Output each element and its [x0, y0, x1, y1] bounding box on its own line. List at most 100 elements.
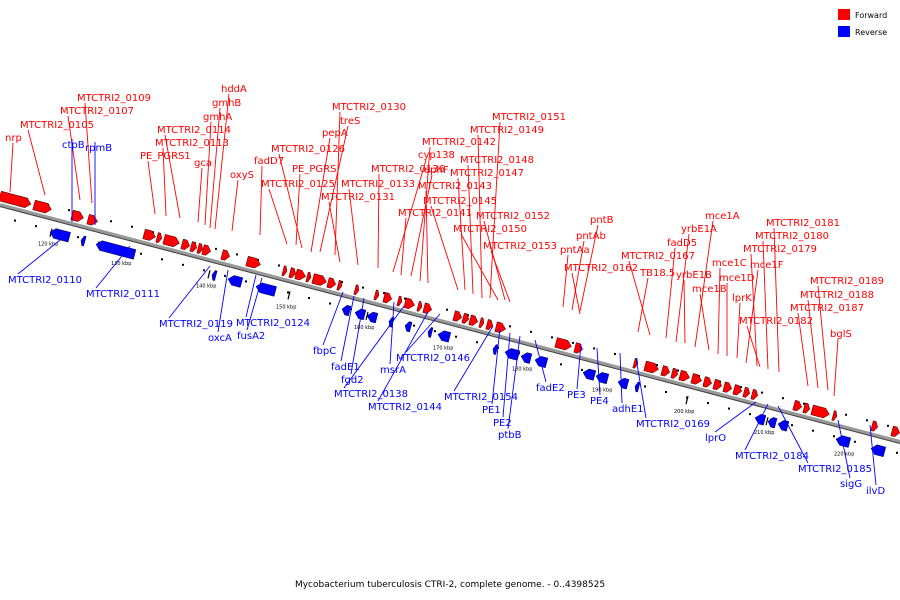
reverse-leader-line [491, 327, 501, 405]
reverse-gene-label: MTCTRI2_0138 [334, 389, 408, 400]
forward-leader-line [817, 285, 829, 391]
forward-gene-label: PE_PGRS1 [140, 151, 191, 162]
reverse-gene [520, 352, 533, 364]
forward-gene-label: gmhB [212, 98, 241, 109]
reverse-gene [341, 305, 352, 317]
forward-gene-shape [196, 243, 204, 254]
forward-gene-label: ephF [424, 165, 449, 176]
forward-leader-line [762, 240, 769, 370]
tick-mark [287, 291, 291, 300]
reverse-leader-line [322, 291, 344, 346]
forward-gene [416, 300, 423, 312]
dash-below [707, 402, 709, 405]
forward-leader-line [164, 134, 181, 219]
dash-below [182, 263, 184, 266]
forward-gene-shape [494, 321, 506, 333]
dash-above [530, 330, 532, 333]
tick-label: 210 kbp [754, 430, 774, 436]
reverse-gene-label: fbpC [313, 346, 336, 357]
forward-gene [0, 190, 32, 208]
forward-genes [0, 190, 900, 437]
forward-gene [573, 342, 583, 354]
forward-gene-label: pntB [590, 215, 614, 226]
forward-gene-label: MTCTRI2_0179 [743, 244, 817, 255]
reverse-gene-label: MTCTRI2_0124 [236, 318, 310, 329]
reverse-gene [634, 381, 641, 393]
reverse-gene-label: msrA [380, 365, 406, 376]
forward-leader-line [419, 146, 431, 282]
reverse-gene-label: MTCTRI2_0144 [368, 402, 442, 413]
forward-gene-label: mce1C [712, 258, 747, 269]
forward-gene [326, 277, 336, 289]
reverse-leader-line [389, 301, 395, 365]
reverse-leader-line [405, 313, 441, 353]
backbone-shadow [0, 206, 900, 444]
forward-gene [554, 337, 572, 351]
forward-gene-shape [831, 410, 838, 421]
forward-gene-label: MTCTRI2_0131 [321, 192, 395, 203]
forward-leader-line [579, 224, 599, 312]
reverse-leader-line [350, 297, 365, 375]
forward-gene-label: MTCTRI2_0181 [766, 218, 840, 229]
forward-gene-shape [155, 232, 163, 244]
dash-above [677, 369, 679, 372]
legend-reverse-swatch [838, 26, 850, 37]
forward-gene [70, 209, 84, 222]
reverse-gene [354, 308, 367, 321]
forward-gene-shape [478, 317, 485, 328]
forward-gene [189, 241, 198, 253]
reverse-gene-label: MTCTRI2_0110 [8, 275, 82, 286]
legend: Forward Reverse [838, 9, 887, 37]
reverse-gene-shape [227, 275, 244, 288]
forward-gene-label: MTCTRI2_0180 [755, 231, 829, 242]
forward-gene-shape [180, 238, 190, 250]
forward-gene-shape [281, 265, 288, 277]
forward-gene-shape [452, 310, 462, 322]
forward-gene-shape [461, 312, 470, 324]
forward-gene-shape [802, 402, 811, 414]
forward-gene-label: mce1D [719, 273, 755, 284]
forward-gene [373, 289, 380, 301]
forward-leader-line [67, 115, 81, 201]
forward-gene [478, 317, 485, 328]
forward-gene [288, 267, 297, 279]
reverse-leader-line [635, 357, 647, 419]
forward-gene-label: treS [340, 116, 360, 127]
reverse-gene-shape [754, 414, 767, 426]
forward-leader-line [295, 173, 301, 246]
forward-gene-shape [670, 367, 679, 379]
forward-leader-line [699, 293, 710, 351]
reverse-leader-line [95, 245, 131, 289]
forward-gene [722, 381, 732, 393]
forward-leader-line [147, 160, 156, 215]
forward-leader-line [400, 217, 407, 276]
tick-label: 150 kbp [276, 304, 296, 310]
forward-leader-line [637, 277, 649, 333]
forward-gene-label: MTCTRI2_0162 [564, 263, 638, 274]
forward-gene-shape [201, 244, 211, 256]
dash-below [434, 330, 436, 333]
dash-above [383, 292, 385, 295]
dash-below [224, 274, 226, 277]
forward-gene-label: MTCTRI2_0153 [483, 241, 557, 252]
forward-gene [870, 420, 879, 432]
reverse-gene [767, 417, 778, 429]
forward-gene-label: oxyS [230, 170, 254, 181]
dash-below [791, 424, 793, 427]
forward-leader-line [571, 240, 585, 311]
reverse-leader-line [168, 265, 211, 319]
reverse-leader-line [576, 343, 582, 390]
reverse-gene [427, 327, 434, 338]
dash-below [476, 341, 478, 344]
forward-leader-line [334, 111, 341, 256]
forward-gene-label: MTCTRI2_0113 [155, 138, 229, 149]
forward-gene [468, 314, 478, 326]
dash-above [866, 419, 868, 422]
forward-gene [245, 255, 261, 269]
forward-gene [678, 369, 690, 382]
forward-leader-line [746, 325, 761, 368]
forward-gene-label: MTCTRI2_0143 [418, 181, 492, 192]
reverse-gene-shape [520, 352, 533, 364]
dash-below [35, 225, 37, 228]
